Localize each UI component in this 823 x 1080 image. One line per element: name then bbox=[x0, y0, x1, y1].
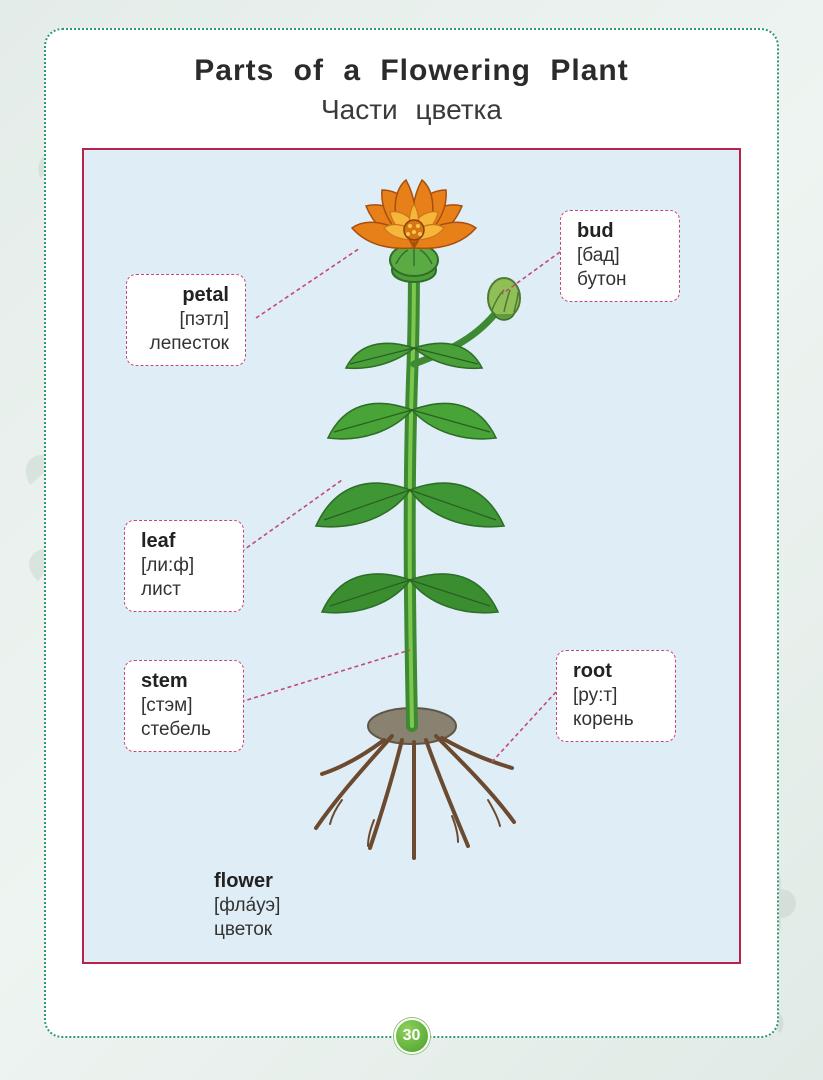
page-title-ru: Части цветка bbox=[46, 94, 777, 126]
label-root-en: root bbox=[573, 660, 659, 683]
page-number: 30 bbox=[403, 1027, 421, 1045]
page-title-en: Parts of a Flowering Plant bbox=[46, 54, 777, 88]
label-bud-en: bud bbox=[577, 220, 663, 243]
title-block: Parts of a Flowering Plant Части цветка bbox=[46, 54, 777, 126]
label-leaf-ru: лист bbox=[141, 579, 227, 601]
label-flower: flower [фла́уэ] цветок bbox=[214, 870, 280, 941]
label-petal: petal [пэтл] лепесток bbox=[126, 274, 246, 366]
label-stem-en: stem bbox=[141, 670, 227, 693]
label-root-ru: корень bbox=[573, 709, 659, 731]
label-flower-ru: цветок bbox=[214, 919, 280, 941]
label-stem: stem [стэм] стебель bbox=[124, 660, 244, 752]
label-root: root [ру:т] корень bbox=[556, 650, 676, 742]
label-petal-ru: лепесток bbox=[143, 333, 229, 355]
connector-petal bbox=[256, 248, 360, 318]
diagram-area: petal [пэтл] лепесток bud [бад] бутон le… bbox=[84, 150, 739, 962]
label-root-ipa: [ру:т] bbox=[573, 685, 659, 707]
label-flower-en: flower bbox=[214, 870, 280, 893]
connector-root bbox=[490, 692, 556, 764]
label-leaf: leaf [ли:ф] лист bbox=[124, 520, 244, 612]
page-number-badge: 30 bbox=[394, 1018, 430, 1054]
label-flower-ipa: [фла́уэ] bbox=[214, 895, 280, 917]
label-leaf-ipa: [ли:ф] bbox=[141, 555, 227, 577]
diagram-frame: petal [пэтл] лепесток bud [бад] бутон le… bbox=[82, 148, 741, 964]
label-stem-ru: стебель bbox=[141, 719, 227, 741]
label-bud-ipa: [бад] bbox=[577, 245, 663, 267]
label-petal-ipa: [пэтл] bbox=[143, 309, 229, 331]
label-bud-ru: бутон bbox=[577, 269, 663, 291]
page-frame: Parts of a Flowering Plant Части цветка bbox=[44, 28, 779, 1038]
label-leaf-en: leaf bbox=[141, 530, 227, 553]
label-bud: bud [бад] бутон bbox=[560, 210, 680, 302]
label-stem-ipa: [стэм] bbox=[141, 695, 227, 717]
connector-stem bbox=[234, 650, 410, 704]
label-petal-en: petal bbox=[143, 284, 229, 307]
connector-bud bbox=[502, 252, 560, 294]
